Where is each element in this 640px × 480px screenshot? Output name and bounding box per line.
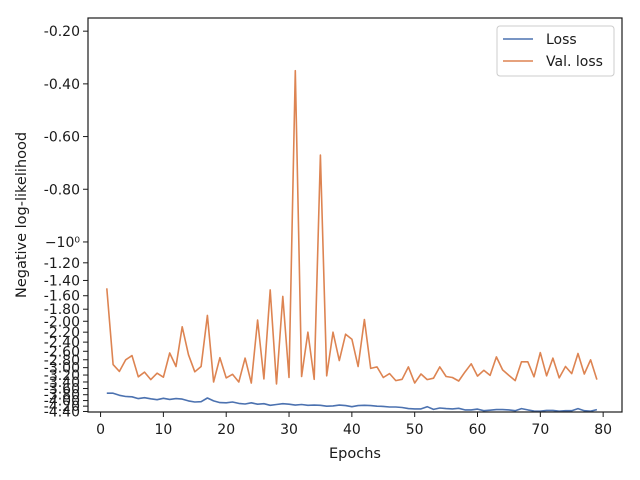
series-line-val-loss <box>106 69 598 385</box>
x-tick-label: 80 <box>594 422 612 438</box>
series-line-loss <box>106 392 598 413</box>
y-tick-label: -0.80 <box>44 182 80 198</box>
legend-label-val-loss: Val. loss <box>546 54 603 70</box>
x-tick-label: 50 <box>406 422 424 438</box>
y-tick-label: -4.20 <box>44 399 80 415</box>
x-tick-label: 30 <box>280 422 298 438</box>
x-axis-label: Epochs <box>329 446 381 462</box>
y-tick-label: -0.60 <box>44 130 80 146</box>
x-axis-ticks: 0 10 20 30 40 50 60 70 80 <box>96 412 612 438</box>
y-tick-label: -3.40 <box>44 375 80 391</box>
x-tick-label: 70 <box>531 422 549 438</box>
y-tick-label: -3.60 <box>44 382 80 398</box>
y-tick-label: -3.80 <box>44 388 80 404</box>
y-tick-label: -2.20 <box>44 325 80 341</box>
x-tick-label: 20 <box>217 422 235 438</box>
x-tick-label: 0 <box>96 422 105 438</box>
y-tick-label: -3.00 <box>44 361 80 377</box>
plot-frame <box>87 17 623 413</box>
x-tick-label: 60 <box>469 422 487 438</box>
y-tick-label: −10⁰ <box>45 235 81 251</box>
y-tick-label: -2.40 <box>44 335 80 351</box>
y-tick-label: -3.20 <box>44 368 80 384</box>
y-tick-label: -0.20 <box>44 24 80 40</box>
y-tick-label: -4.40 <box>44 404 80 420</box>
y-tick-label: -2.60 <box>44 344 80 360</box>
x-tick-label: 40 <box>343 422 361 438</box>
y-tick-label: -1.60 <box>44 289 80 305</box>
plot-content <box>106 69 598 413</box>
y-tick-label: -0.40 <box>44 77 80 93</box>
y-tick-label: -4.00 <box>44 394 80 410</box>
y-tick-label: -1.40 <box>44 273 80 289</box>
legend-label-loss: Loss <box>546 32 577 48</box>
y-tick-label: -1.20 <box>44 256 80 272</box>
y-axis-ticks: -0.20-0.40-0.60-0.80−10⁰-1.20-1.40-1.60-… <box>44 24 88 420</box>
y-tick-label: -2.00 <box>44 314 80 330</box>
x-tick-label: 10 <box>154 422 172 438</box>
legend: Loss Val. loss <box>496 25 615 77</box>
y-tick-label: -2.80 <box>44 353 80 369</box>
y-tick-label: -1.80 <box>44 302 80 318</box>
y-axis-label: Negative log-likelihood <box>14 132 30 298</box>
